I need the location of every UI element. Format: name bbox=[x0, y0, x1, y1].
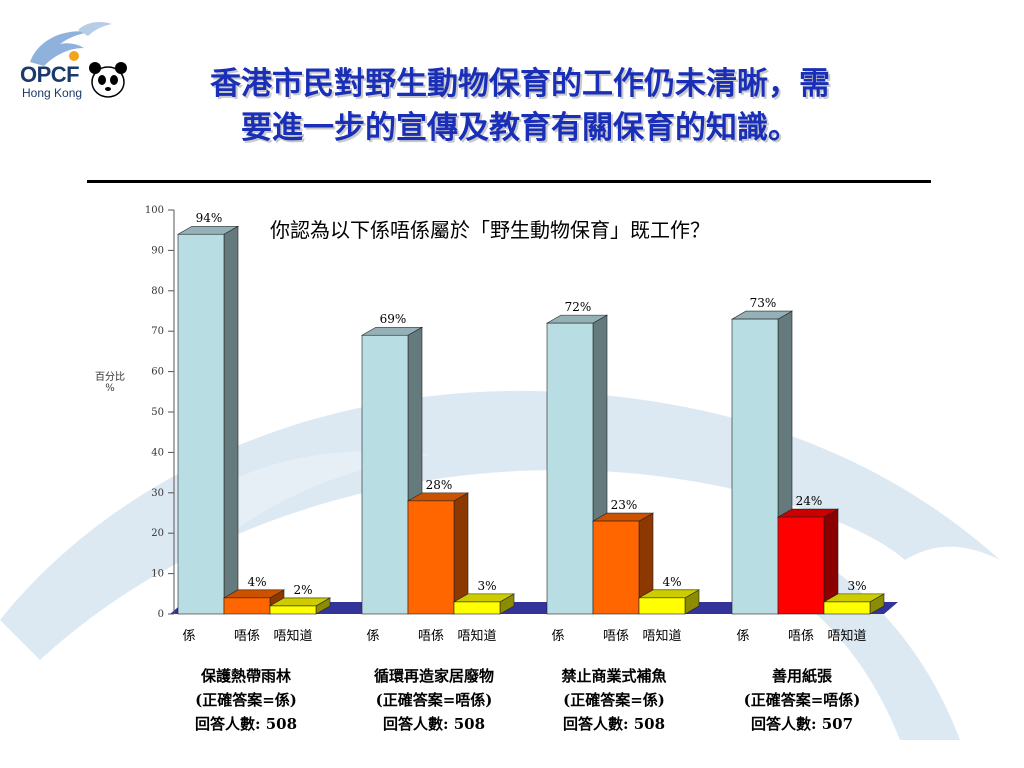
y-axis-label: 百分比 % bbox=[95, 372, 125, 394]
y-tick-label: 20 bbox=[151, 528, 164, 539]
logo-subtitle: Hong Kong bbox=[22, 86, 83, 100]
x-tick-label: 係 bbox=[182, 629, 195, 644]
data-label: 69% bbox=[380, 312, 407, 326]
bar bbox=[546, 322, 594, 615]
y-tick-label: 30 bbox=[151, 488, 164, 499]
data-label: 23% bbox=[611, 498, 638, 512]
x-tick-label: 唔知道 bbox=[827, 628, 866, 644]
x-tick-label: 唔知道 bbox=[457, 628, 496, 644]
chart-title: 你認為以下係唔係屬於「野生動物保育」既工作？ bbox=[270, 218, 710, 242]
group-label-4: 善用紙張 (正確答案=唔係) 回答人數: 507 bbox=[712, 664, 892, 736]
y-tick-label: 0 bbox=[158, 609, 164, 620]
x-tick-label: 唔係 bbox=[418, 629, 444, 644]
chart-floor bbox=[170, 602, 898, 614]
title-divider bbox=[87, 180, 931, 183]
data-label: 4% bbox=[662, 575, 681, 589]
bar bbox=[223, 597, 271, 615]
x-tick-label: 唔係 bbox=[234, 629, 260, 644]
group-label-1: 保護熱帶雨林 (正確答案=係) 回答人數: 508 bbox=[156, 664, 336, 736]
x-tick-label: 係 bbox=[366, 629, 379, 644]
group-respondents: 回答人數: 507 bbox=[750, 715, 854, 733]
bar bbox=[361, 334, 409, 615]
data-label: 72% bbox=[565, 300, 592, 314]
data-label: 3% bbox=[847, 579, 866, 593]
bar-side bbox=[223, 225, 239, 615]
group-name: 禁止商業式補魚 bbox=[561, 667, 667, 685]
title-line-2: 要進一步的宣傳及教育有關保育的知識。 bbox=[241, 110, 799, 146]
y-tick-label: 80 bbox=[151, 286, 164, 297]
group-label-2: 循環再造家居廢物 (正確答案=唔係) 回答人數: 508 bbox=[344, 664, 524, 736]
y-tick-label: 90 bbox=[151, 245, 164, 256]
y-tick-label: 70 bbox=[151, 326, 164, 337]
slide-title: 香港市民對野生動物保育的工作仍未清晰，需 要進一步的宣傳及教育有關保育的知識。 bbox=[110, 62, 930, 150]
bar bbox=[777, 516, 825, 615]
group-respondents: 回答人數: 508 bbox=[194, 715, 298, 733]
y-tick-label: 100 bbox=[145, 205, 164, 216]
group-respondents: 回答人數: 508 bbox=[562, 715, 666, 733]
y-tick-label: 40 bbox=[151, 447, 164, 458]
bar bbox=[453, 601, 501, 615]
group-label-3: 禁止商業式補魚 (正確答案=係) 回答人數: 508 bbox=[524, 664, 704, 736]
x-tick-label: 唔知道 bbox=[273, 628, 312, 644]
data-label: 2% bbox=[293, 583, 312, 597]
y-tick-label: 60 bbox=[151, 367, 164, 378]
data-label: 94% bbox=[196, 211, 223, 225]
x-tick-label: 唔係 bbox=[603, 629, 629, 644]
bar bbox=[731, 318, 779, 615]
bar bbox=[592, 520, 640, 615]
group-respondents: 回答人數: 508 bbox=[382, 715, 486, 733]
bar bbox=[177, 233, 225, 615]
x-tick-label: 係 bbox=[736, 629, 749, 644]
x-tick-label: 唔知道 bbox=[642, 628, 681, 644]
group-note: (正確答案=唔係) bbox=[743, 691, 861, 709]
group-note: (正確答案=係) bbox=[195, 691, 297, 709]
title-line-1: 香港市民對野生動物保育的工作仍未清晰，需 bbox=[210, 66, 830, 102]
panda-icon bbox=[89, 62, 127, 98]
group-name: 善用紙張 bbox=[771, 667, 832, 685]
bar bbox=[638, 597, 686, 615]
bar bbox=[269, 605, 317, 615]
bar bbox=[407, 500, 455, 615]
x-tick-label: 係 bbox=[551, 629, 564, 644]
data-label: 4% bbox=[247, 575, 266, 589]
logo-name: OPCF bbox=[20, 62, 80, 87]
data-label: 3% bbox=[477, 579, 496, 593]
x-tick-label: 唔係 bbox=[788, 629, 814, 644]
data-label: 24% bbox=[796, 494, 823, 508]
group-name: 保護熱帶雨林 bbox=[200, 667, 291, 685]
dolphin-logo-icon bbox=[30, 22, 112, 67]
data-label: 73% bbox=[750, 296, 777, 310]
opcf-logo: OPCF Hong Kong bbox=[8, 12, 128, 102]
group-note: (正確答案=係) bbox=[563, 691, 665, 709]
group-name: 循環再造家居廢物 bbox=[373, 667, 494, 685]
bar bbox=[823, 601, 871, 615]
data-label: 28% bbox=[426, 478, 453, 492]
y-tick-label: 10 bbox=[151, 569, 164, 580]
group-note: (正確答案=唔係) bbox=[375, 691, 493, 709]
y-tick-label: 50 bbox=[151, 407, 164, 418]
